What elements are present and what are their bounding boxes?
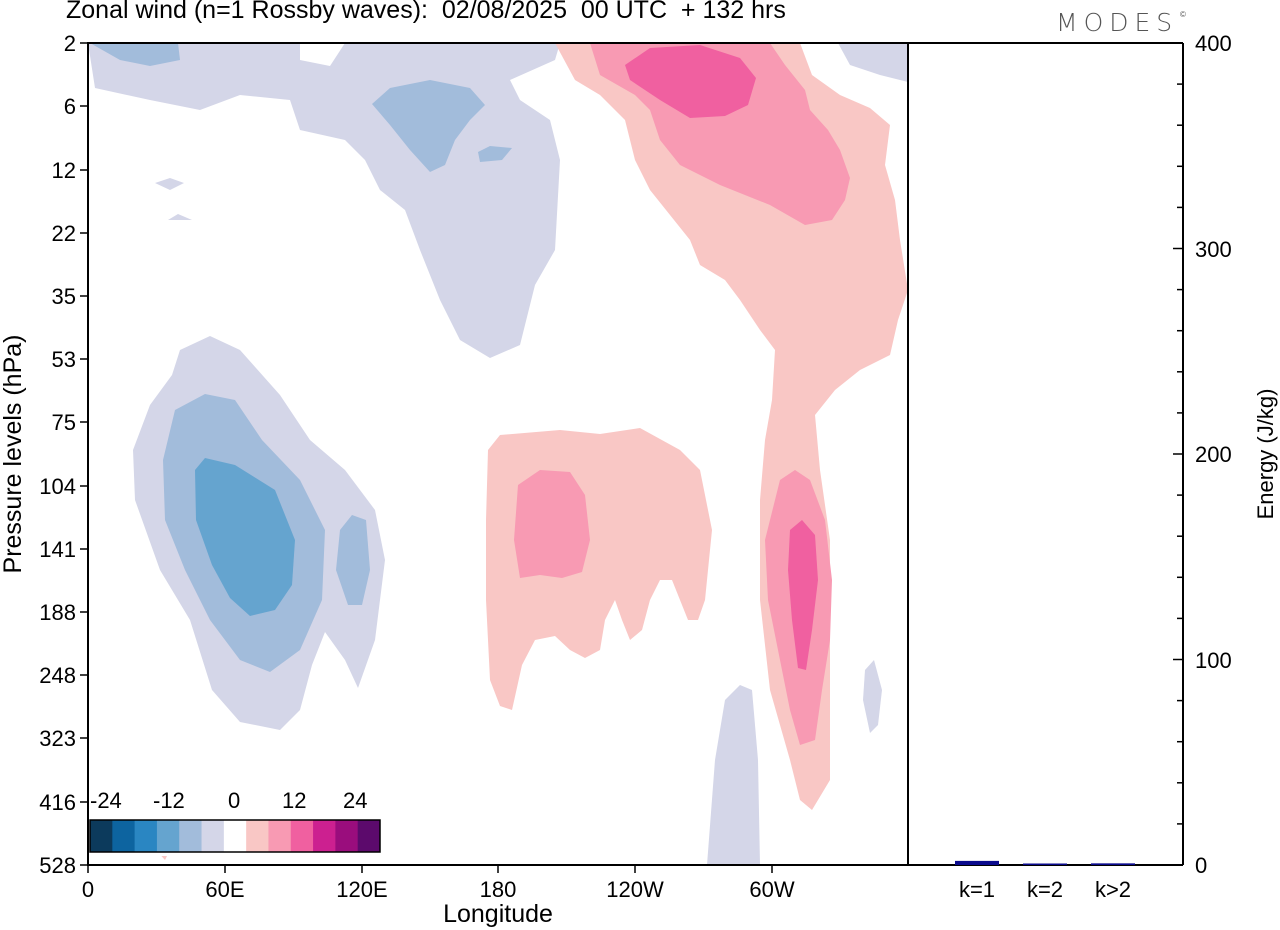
chart-title: Zonal wind (n=1 Rossby waves): 02/08/202… (66, 0, 786, 24)
energy-category-label: k=1 (959, 877, 995, 902)
colorbar-label: 12 (282, 788, 306, 813)
colorbar-frame (89, 819, 381, 853)
colorbar-swatches (90, 820, 381, 852)
longitude-axis: 0 60E 120E 180 120W 60W (82, 865, 795, 902)
colorbar-swatch (112, 820, 136, 852)
colorbar-swatch (201, 820, 225, 852)
y-tick-label: 22 (52, 221, 76, 246)
x-tick-label: 180 (480, 877, 517, 902)
contour-negative-medium (478, 146, 512, 162)
y-tick-label: 416 (39, 790, 76, 815)
y-tick-label: 12 (52, 158, 76, 183)
contour-positive-medium (514, 470, 590, 578)
x-tick-label: 60E (205, 877, 244, 902)
energy-tick-label: 200 (1195, 442, 1232, 467)
y-tick-label: 323 (39, 726, 76, 751)
y-axis-title: Pressure levels (hPa) (0, 335, 27, 574)
contour-negative-light (707, 685, 760, 865)
colorbar-swatch (223, 820, 247, 852)
colorbar-swatch (246, 820, 269, 852)
contour-negative-light (838, 43, 908, 82)
x-tick-label: 120E (336, 877, 387, 902)
energy-tick-label: 0 (1195, 853, 1207, 878)
y-tick-label: 35 (52, 284, 76, 309)
y-tick-label: 104 (39, 474, 76, 499)
energy-tick-label: 100 (1195, 648, 1232, 673)
contour-negative-medium (336, 515, 370, 605)
colorbar-label: 24 (343, 788, 367, 813)
contour-negative-light (863, 660, 882, 733)
contour-negative-light (155, 178, 184, 190)
y-tick-label: 248 (39, 663, 76, 688)
colorbar-label: 0 (228, 788, 240, 813)
contour-negative-medium (372, 80, 485, 172)
wind-contour-field (88, 43, 908, 865)
y-tick-label: 75 (52, 410, 76, 435)
colorbar-swatch (313, 820, 336, 852)
x-tick-label: 0 (82, 877, 94, 902)
contour-negative-medium (90, 43, 180, 66)
energy-axis-title: Energy (J/kg) (1253, 389, 1278, 520)
contour-negative-strong (195, 458, 295, 616)
contour-positive-strong (788, 520, 818, 670)
colorbar-swatch (90, 820, 113, 852)
x-axis-title: Longitude (443, 900, 553, 928)
colorbar-swatch (290, 820, 314, 852)
energy-tick-label: 400 (1195, 31, 1232, 56)
energy-bars (955, 860, 1135, 865)
colorbar-swatch (268, 820, 292, 852)
energy-category-label: k=2 (1027, 877, 1063, 902)
energy-ticks (1173, 42, 1183, 866)
energy-tick-label: 300 (1195, 237, 1232, 262)
colorbar-label: -12 (153, 788, 185, 813)
modes-logo: MODES (1056, 8, 1179, 37)
energy-panel: 0 100 200 300 400 Energy (J/kg) k=1 k=2 … (907, 31, 1278, 902)
y-tick-label: 2 (64, 31, 76, 56)
colorbar-swatch (357, 820, 381, 852)
colorbar-swatch (156, 820, 180, 852)
contour-positive-strong (625, 45, 756, 118)
colorbar-swatch (335, 820, 359, 852)
y-tick-label: 188 (39, 600, 76, 625)
colorbar-swatch (134, 820, 158, 852)
colorbar-label: -24 (90, 788, 122, 813)
x-tick-label: 60W (749, 877, 794, 902)
pressure-axis: 2 6 12 22 35 53 75 104 141 188 248 323 4… (39, 31, 88, 878)
energy-bar (1023, 863, 1067, 865)
contour-negative-light (168, 214, 192, 220)
colorbar-legend: -24 -12 0 12 24 (88, 788, 384, 856)
copyright-mark: © (1180, 10, 1186, 19)
energy-bar (955, 860, 999, 865)
energy-bar (1091, 863, 1135, 865)
y-tick-label: 528 (39, 853, 76, 878)
y-tick-label: 53 (52, 347, 76, 372)
y-tick-label: 141 (39, 537, 76, 562)
y-tick-label: 6 (64, 94, 76, 119)
contour-negative-light (88, 43, 560, 358)
colorbar-swatch (179, 820, 203, 852)
energy-category-label: k>2 (1095, 877, 1131, 902)
x-tick-label: 120W (606, 877, 664, 902)
